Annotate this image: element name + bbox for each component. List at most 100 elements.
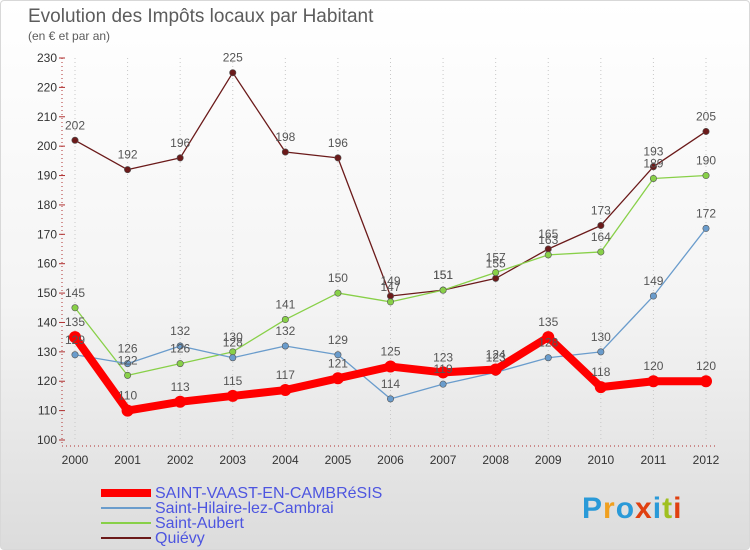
data-point xyxy=(384,360,397,373)
data-label: 113 xyxy=(171,380,190,394)
x-tick-label: 2009 xyxy=(535,453,562,467)
data-label: 132 xyxy=(275,324,295,338)
data-point xyxy=(71,351,79,359)
data-point xyxy=(176,360,184,368)
data-point xyxy=(492,269,500,277)
data-point xyxy=(544,251,552,259)
data-label: 190 xyxy=(696,154,716,168)
legend: SAINT-VAAST-EN-CAMBRéSISSaint-Hilaire-le… xyxy=(101,485,382,547)
data-point xyxy=(71,136,79,144)
data-label: 164 xyxy=(591,230,611,244)
brand-letter: r xyxy=(603,492,616,525)
data-point xyxy=(702,172,710,180)
legend-label: Saint-Aubert xyxy=(155,515,244,532)
data-point xyxy=(279,384,292,397)
series-group xyxy=(69,69,712,417)
data-point xyxy=(647,375,660,388)
data-point xyxy=(124,166,132,174)
chart-title: Evolution des Impôts locaux par Habitant xyxy=(28,6,374,27)
y-tick-label: 190 xyxy=(37,169,57,183)
data-point xyxy=(69,331,81,344)
data-point xyxy=(492,274,500,282)
data-point xyxy=(649,174,657,182)
x-tick-label: 2000 xyxy=(62,453,89,467)
x-tick-label: 2002 xyxy=(167,453,194,467)
y-tick-label: 130 xyxy=(37,345,57,359)
legend-label: Saint-Hilaire-lez-Cambrai xyxy=(155,500,334,517)
brand-letter: i xyxy=(653,492,662,525)
data-point xyxy=(331,372,344,385)
data-point xyxy=(386,298,394,306)
data-label: 126 xyxy=(118,342,138,356)
data-label: 202 xyxy=(65,118,85,132)
data-label: 126 xyxy=(170,342,190,356)
y-tick-label: 160 xyxy=(37,257,57,271)
data-point xyxy=(176,342,184,350)
legend-label: Quiévy xyxy=(155,530,205,547)
data-label: 129 xyxy=(65,333,85,347)
data-point xyxy=(121,404,134,417)
data-label: 193 xyxy=(643,145,663,159)
data-label: 150 xyxy=(328,271,348,285)
data-point xyxy=(281,148,289,156)
brand-letter: o xyxy=(616,492,635,525)
data-label: 122 xyxy=(118,353,138,367)
x-tick-label: 2008 xyxy=(482,453,509,467)
series-line xyxy=(74,228,707,400)
y-tick-label: 100 xyxy=(37,433,57,447)
data-label: 129 xyxy=(328,333,348,347)
data-label: 192 xyxy=(118,148,138,162)
data-label: 157 xyxy=(486,251,506,265)
x-tick-label: 2010 xyxy=(587,453,614,467)
data-point xyxy=(597,248,605,256)
data-label: 151 xyxy=(433,268,453,282)
data-label: 120 xyxy=(643,359,663,373)
data-point xyxy=(544,354,552,362)
data-label: 123 xyxy=(486,350,506,364)
brand-letter: t xyxy=(662,492,673,525)
x-tick-label: 2003 xyxy=(219,453,246,467)
data-label: 130 xyxy=(223,330,243,344)
data-label: 135 xyxy=(65,315,85,329)
data-label: 198 xyxy=(275,130,295,144)
data-label: 123 xyxy=(433,350,453,364)
data-point xyxy=(176,154,184,162)
data-point xyxy=(649,163,657,171)
x-tick-label: 2005 xyxy=(325,453,352,467)
data-label: 132 xyxy=(170,324,190,338)
data-point xyxy=(439,286,447,294)
data-point xyxy=(386,395,394,403)
data-point xyxy=(124,360,132,368)
data-label: 151 xyxy=(433,268,453,282)
data-point xyxy=(334,289,342,297)
data-point xyxy=(281,316,289,324)
data-point xyxy=(334,154,342,162)
proxiti-logo: Proxiti xyxy=(582,492,682,525)
data-label: 196 xyxy=(170,136,190,150)
data-point xyxy=(702,127,710,135)
data-label: 124 xyxy=(486,347,506,361)
data-label: 118 xyxy=(591,365,610,379)
x-tick-label: 2012 xyxy=(693,453,720,467)
data-label: 117 xyxy=(276,368,295,382)
data-label: 145 xyxy=(65,286,85,300)
y-tick-label: 150 xyxy=(37,286,57,300)
data-point xyxy=(174,395,187,408)
data-label: 172 xyxy=(696,206,716,220)
data-labels: 202 192 196 225 198 196 149 151 155 165 173 193 205 1… xyxy=(65,51,716,403)
x-tick-label: 2006 xyxy=(377,453,404,467)
data-point xyxy=(700,375,712,388)
y-tick-label: 120 xyxy=(37,374,57,388)
data-label: 115 xyxy=(223,374,242,388)
data-label: 173 xyxy=(591,203,611,217)
x-tick-label: 2001 xyxy=(114,453,141,467)
data-label: 130 xyxy=(591,330,611,344)
y-tick-label: 110 xyxy=(38,404,57,418)
data-point xyxy=(594,381,607,394)
data-label: 163 xyxy=(538,233,558,247)
data-label: 135 xyxy=(538,315,558,329)
y-tick-label: 180 xyxy=(37,198,57,212)
data-label: 120 xyxy=(696,359,716,373)
y-tick-label: 140 xyxy=(37,315,57,329)
legend-label: SAINT-VAAST-EN-CAMBRéSIS xyxy=(155,485,382,502)
